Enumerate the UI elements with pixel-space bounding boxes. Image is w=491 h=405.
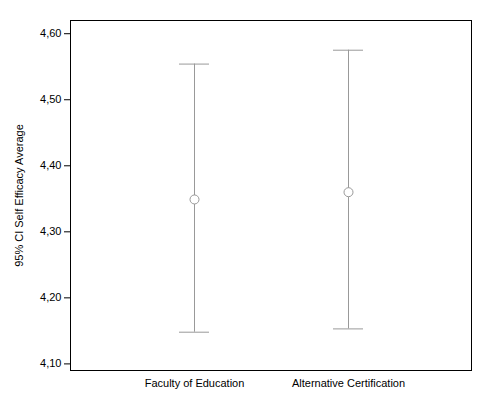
svg-text:Alternative Certification: Alternative Certification bbox=[292, 377, 405, 389]
svg-text:Faculty of Education: Faculty of Education bbox=[145, 377, 245, 389]
svg-text:4,60: 4,60 bbox=[40, 27, 61, 39]
svg-text:4,50: 4,50 bbox=[40, 93, 61, 105]
svg-text:95% CI Self Efficacy Average: 95% CI Self Efficacy Average bbox=[13, 124, 25, 267]
svg-text:4,30: 4,30 bbox=[40, 225, 61, 237]
svg-text:4,10: 4,10 bbox=[40, 357, 61, 369]
svg-text:4,20: 4,20 bbox=[40, 291, 61, 303]
svg-text:4,40: 4,40 bbox=[40, 159, 61, 171]
